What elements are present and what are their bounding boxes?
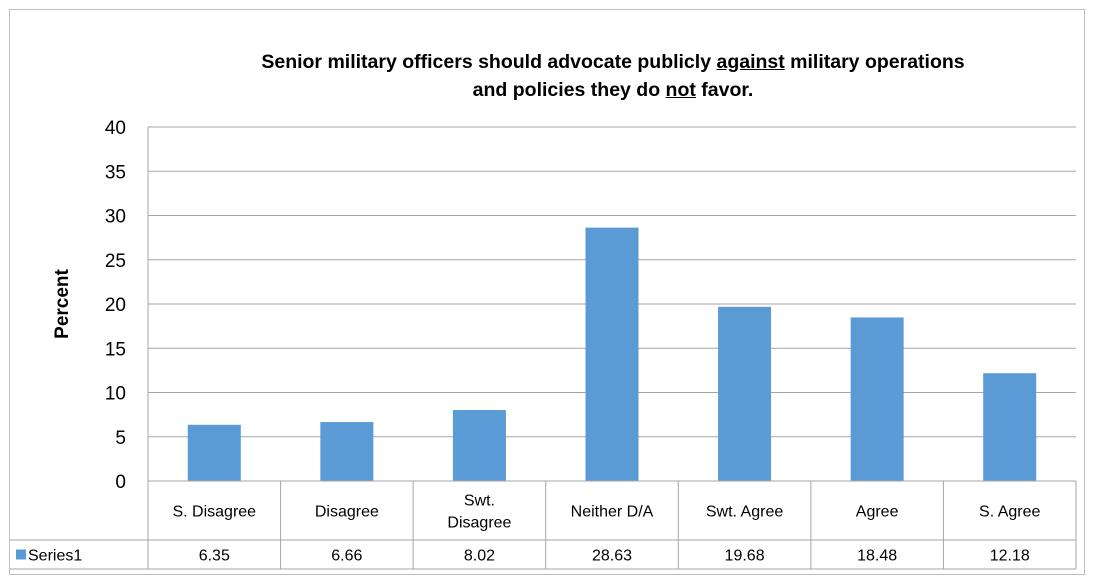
y-tick-label: 25 xyxy=(105,251,126,272)
bar xyxy=(850,317,904,481)
data-table-value: 8.02 xyxy=(464,548,495,565)
y-tick-label: 30 xyxy=(105,207,126,228)
data-table-value: 6.66 xyxy=(331,548,362,565)
chart-title-part: and policies they do xyxy=(472,79,666,101)
bar xyxy=(452,410,506,481)
chart-title-part: military operations xyxy=(784,51,965,73)
y-tick-label: 40 xyxy=(105,118,126,139)
chart-title-part: Senior military officers should advocate… xyxy=(261,51,717,73)
y-tick-label: 5 xyxy=(115,428,126,449)
legend-swatch xyxy=(16,549,26,560)
bar xyxy=(718,306,772,481)
category-label: S. Agree xyxy=(979,504,1040,521)
chart-title-part: favor. xyxy=(695,79,754,101)
category-label: S. Disagree xyxy=(172,504,256,521)
data-table-value: 6.35 xyxy=(199,548,230,565)
bar xyxy=(187,424,241,481)
y-axis-label: Percent xyxy=(52,268,73,338)
bar xyxy=(585,227,639,481)
data-table-value: 28.63 xyxy=(592,548,632,565)
legend-series-name: Series1 xyxy=(28,548,82,565)
bar xyxy=(320,422,374,481)
chart-title-part: against xyxy=(716,51,785,73)
bar xyxy=(983,373,1037,481)
data-table-value: 19.68 xyxy=(725,548,765,565)
category-label: Disagree xyxy=(315,504,379,521)
data-table-value: 12.18 xyxy=(990,548,1030,565)
y-tick-label: 15 xyxy=(105,339,126,360)
y-tick-label: 10 xyxy=(105,384,126,405)
category-label: Neither D/A xyxy=(571,504,654,521)
chart-title: Senior military officers should advocate… xyxy=(148,48,1078,104)
y-tick-label: 35 xyxy=(105,162,126,183)
data-table-value: 18.48 xyxy=(857,548,897,565)
category-label: Swt. xyxy=(464,493,495,510)
category-label: Swt. Agree xyxy=(706,504,783,521)
y-tick-label: 0 xyxy=(115,472,126,493)
chart-title-part: not xyxy=(665,79,696,101)
category-label: Disagree xyxy=(447,515,511,532)
category-label: Agree xyxy=(856,504,899,521)
y-tick-label: 20 xyxy=(105,295,126,316)
